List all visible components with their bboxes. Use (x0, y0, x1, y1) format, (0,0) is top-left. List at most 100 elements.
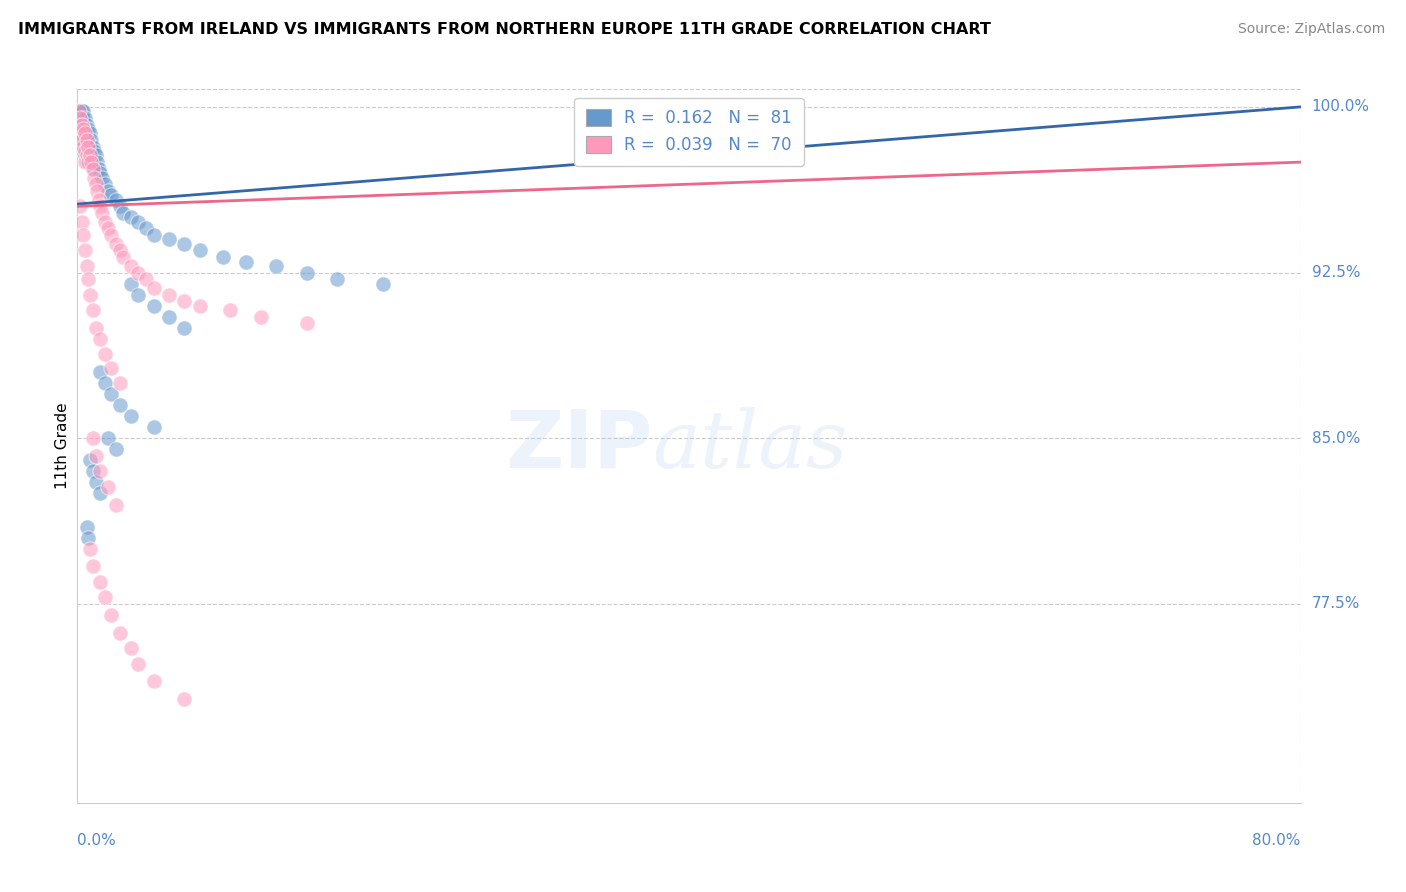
Point (108, 625, 131, 640)
Point (100, 227, 122, 242)
Point (80, 133, 103, 147)
Point (83, 161, 105, 176)
Point (89, 464, 111, 478)
Text: 85.0%: 85.0% (1312, 431, 1360, 446)
Point (97, 221, 120, 235)
Point (79, 148, 101, 162)
Point (72, 144, 94, 158)
Point (69, 127, 91, 141)
Point (97, 480, 120, 494)
Point (120, 641, 142, 656)
Point (69, 127, 91, 141)
Point (219, 303, 242, 318)
Point (67, 104, 90, 119)
Point (84, 178, 107, 192)
Legend: R =  0.162   N =  81, R =  0.039   N =  70: R = 0.162 N = 81, R = 0.039 N = 70 (574, 97, 804, 166)
Point (142, 674, 165, 689)
Text: 77.5%: 77.5% (1312, 597, 1360, 611)
Point (83, 170, 105, 185)
Point (77, 155, 100, 169)
Point (89, 166, 111, 180)
Point (142, 299, 165, 313)
Point (157, 287, 180, 301)
Point (84, 320, 107, 334)
Point (77, 272, 100, 286)
Point (70, 118, 93, 132)
Point (73, 127, 96, 141)
Point (76, 133, 98, 147)
Point (173, 236, 195, 251)
Point (72, 227, 94, 242)
Point (264, 259, 287, 273)
Text: IMMIGRANTS FROM IRELAND VS IMMIGRANTS FROM NORTHERN EUROPE 11TH GRADE CORRELATIO: IMMIGRANTS FROM IRELAND VS IMMIGRANTS FR… (18, 22, 991, 37)
Point (89, 332, 111, 346)
Point (97, 431, 120, 445)
Point (76, 148, 98, 162)
Point (82, 155, 104, 169)
Point (73, 148, 96, 162)
Point (70, 133, 93, 147)
Point (82, 559, 104, 574)
Point (104, 193, 127, 207)
Point (79, 287, 101, 301)
Point (69, 118, 91, 132)
Point (100, 387, 122, 401)
Point (235, 254, 257, 268)
Point (84, 475, 107, 490)
Point (82, 303, 104, 318)
Point (173, 692, 195, 706)
Point (72, 122, 94, 136)
Point (127, 287, 149, 301)
Point (70, 104, 93, 119)
Point (72, 139, 94, 153)
Point (100, 360, 122, 375)
Point (79, 127, 101, 141)
Text: 92.5%: 92.5% (1312, 265, 1360, 280)
Text: 100.0%: 100.0% (1312, 99, 1369, 114)
Point (211, 250, 233, 264)
Point (76, 139, 98, 153)
Point (79, 453, 101, 467)
Point (82, 464, 104, 478)
Point (76, 259, 98, 273)
Point (73, 144, 96, 158)
Point (77, 133, 100, 147)
Point (104, 498, 127, 512)
Point (72, 133, 94, 147)
Point (135, 221, 157, 235)
Point (295, 317, 318, 331)
Point (142, 420, 165, 434)
Point (250, 310, 273, 324)
Point (77, 148, 100, 162)
Point (120, 259, 142, 273)
Point (86, 184, 108, 198)
Point (142, 281, 165, 295)
Point (157, 310, 180, 324)
Point (72, 111, 94, 125)
Point (73, 244, 96, 258)
Point (120, 409, 142, 424)
Text: 80.0%: 80.0% (1253, 833, 1301, 848)
Point (79, 139, 101, 153)
Point (69, 111, 91, 125)
Point (73, 111, 96, 125)
Point (112, 206, 135, 220)
Point (108, 244, 131, 258)
Point (173, 294, 195, 309)
Point (188, 244, 211, 258)
Point (94, 376, 117, 390)
Point (142, 227, 165, 242)
Point (70, 127, 93, 141)
Text: atlas: atlas (652, 408, 848, 484)
Point (80, 155, 103, 169)
Point (104, 442, 127, 457)
Point (82, 161, 104, 176)
Point (67, 111, 90, 125)
Point (69, 111, 91, 125)
Point (67, 104, 90, 119)
Point (100, 188, 122, 202)
Point (69, 104, 91, 119)
Point (173, 320, 195, 334)
Point (84, 148, 107, 162)
Point (188, 299, 211, 313)
